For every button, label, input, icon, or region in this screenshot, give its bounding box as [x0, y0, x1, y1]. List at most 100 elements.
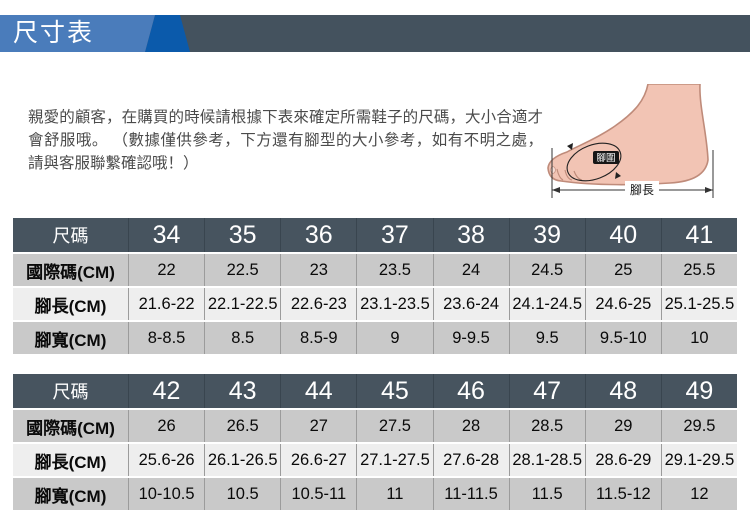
value-cell: 25.6-26 [128, 444, 205, 476]
size-header-cell: 41 [660, 218, 737, 252]
banner-background [0, 15, 750, 52]
table-row: 國際碼(CM) 22 22.5 23 23.5 24 24.5 25 25.5 [13, 254, 737, 286]
value-cell: 9.5 [508, 322, 585, 354]
toe-lines [556, 168, 583, 181]
value-cell: 8.5-9 [280, 322, 357, 354]
value-cell: 28.5 [508, 410, 585, 442]
value-cell: 25.5 [660, 254, 737, 286]
value-cell: 22.6-23 [280, 288, 357, 320]
value-cell: 26.6-27 [280, 444, 357, 476]
page-title: 尺寸表 [13, 19, 95, 47]
size-header-cell: 35 [204, 218, 281, 252]
value-cell: 27.5 [356, 410, 433, 442]
row-label-cell: 腳寬(CM) [13, 322, 128, 354]
value-cell: 28.6-29 [584, 444, 661, 476]
value-cell: 29.1-29.5 [660, 444, 737, 476]
value-cell: 11.5 [508, 478, 585, 510]
value-cell: 12 [660, 478, 737, 510]
intro-text: 親愛的顧客，在購買的時候請根據下表來確定所需鞋子的尺碼，大小合適才會舒服哦。 （… [28, 109, 543, 172]
value-cell: 10 [660, 322, 737, 354]
row-label-cell: 尺碼 [13, 374, 128, 408]
size-header-cell: 39 [508, 218, 585, 252]
size-header-cell: 36 [280, 218, 357, 252]
size-header-cell: 42 [128, 374, 205, 408]
table-header-row: 尺碼 42 43 44 45 46 47 48 49 [13, 374, 737, 408]
value-cell: 10-10.5 [128, 478, 205, 510]
row-label-cell: 國際碼(CM) [13, 254, 128, 286]
row-label-cell: 尺碼 [13, 218, 128, 252]
value-cell: 25 [584, 254, 661, 286]
size-table-large: 尺碼 42 43 44 45 46 47 48 49 國際碼(CM) 26 26.5 27 27.5 28 2… [13, 372, 737, 512]
size-table-small: 尺碼 34 35 36 37 38 39 40 41 國際碼(CM) 22 22.5 23 23.5 24 2… [13, 216, 737, 356]
value-cell: 28.1-28.5 [508, 444, 585, 476]
value-cell: 11-11.5 [432, 478, 509, 510]
value-cell: 8-8.5 [128, 322, 205, 354]
table-row: 腳寬(CM) 8-8.5 8.5 8.5-9 9 9-9.5 9.5 9.5-10 10 [13, 322, 737, 354]
length-label-box [625, 181, 659, 198]
value-cell: 22.5 [204, 254, 281, 286]
value-cell: 10.5-11 [280, 478, 357, 510]
size-header-cell: 49 [660, 374, 737, 408]
value-cell: 23.5 [356, 254, 433, 286]
row-label-cell: 國際碼(CM) [13, 410, 128, 442]
row-label-cell: 腳長(CM) [13, 288, 128, 320]
length-arrowhead-right [705, 187, 713, 193]
value-cell: 24.5 [508, 254, 585, 286]
foot-shape [547, 83, 709, 186]
value-cell: 23 [280, 254, 357, 286]
girth-label: 腳圍 [596, 153, 615, 164]
value-cell: 26.1-26.5 [204, 444, 281, 476]
value-cell: 29.5 [660, 410, 737, 442]
size-header-cell: 47 [508, 374, 585, 408]
table-row: 腳長(CM) 25.6-26 26.1-26.5 26.6-27 27.1-27.5 27… [13, 444, 737, 476]
value-cell: 22 [128, 254, 205, 286]
value-cell: 24.6-25 [584, 288, 661, 320]
value-cell: 28 [432, 410, 509, 442]
value-cell: 11.5-12 [584, 478, 661, 510]
girth-ellipse [566, 142, 622, 182]
size-header-cell: 44 [280, 374, 357, 408]
row-label-cell: 腳寬(CM) [13, 478, 128, 510]
value-cell: 8.5 [204, 322, 281, 354]
girth-arrowhead-bottom [615, 172, 621, 179]
value-cell: 24 [432, 254, 509, 286]
value-cell: 9 [356, 322, 433, 354]
size-header-cell: 43 [204, 374, 281, 408]
table-header-row: 尺碼 34 35 36 37 38 39 40 41 [13, 218, 737, 252]
value-cell: 27 [280, 410, 357, 442]
banner: 尺寸表 [0, 15, 750, 52]
value-cell: 29 [584, 410, 661, 442]
value-cell: 10.5 [204, 478, 281, 510]
toenail [550, 166, 556, 174]
size-header-cell: 38 [432, 218, 509, 252]
girth-arrowhead-top [567, 143, 573, 150]
value-cell: 22.1-22.5 [204, 288, 281, 320]
size-header-cell: 48 [584, 374, 661, 408]
length-arrowhead-left [552, 187, 560, 193]
value-cell: 26 [128, 410, 205, 442]
girth-label-box [593, 151, 619, 164]
length-label: 腳長 [630, 183, 654, 197]
value-cell: 9-9.5 [432, 322, 509, 354]
value-cell: 23.1-23.5 [356, 288, 433, 320]
size-header-cell: 40 [584, 218, 661, 252]
table-row: 國際碼(CM) 26 26.5 27 27.5 28 28.5 29 29.5 [13, 410, 737, 442]
size-header-cell: 34 [128, 218, 205, 252]
size-header-cell: 46 [432, 374, 509, 408]
value-cell: 21.6-22 [128, 288, 205, 320]
foot-illustration-icon: 腳圍 腳長 [547, 83, 714, 198]
value-cell: 11 [356, 478, 433, 510]
size-header-cell: 37 [356, 218, 433, 252]
row-label-cell: 腳長(CM) [13, 444, 128, 476]
value-cell: 27.6-28 [432, 444, 509, 476]
foot-diagram: 腳圍 腳長 [545, 83, 720, 202]
size-header-cell: 45 [356, 374, 433, 408]
value-cell: 27.1-27.5 [356, 444, 433, 476]
value-cell: 26.5 [204, 410, 281, 442]
value-cell: 25.1-25.5 [660, 288, 737, 320]
table-row: 腳寬(CM) 10-10.5 10.5 10.5-11 11 11-11.5 11.5 11.… [13, 478, 737, 510]
value-cell: 23.6-24 [432, 288, 509, 320]
value-cell: 9.5-10 [584, 322, 661, 354]
table-row: 腳長(CM) 21.6-22 22.1-22.5 22.6-23 23.1-23.5 23… [13, 288, 737, 320]
